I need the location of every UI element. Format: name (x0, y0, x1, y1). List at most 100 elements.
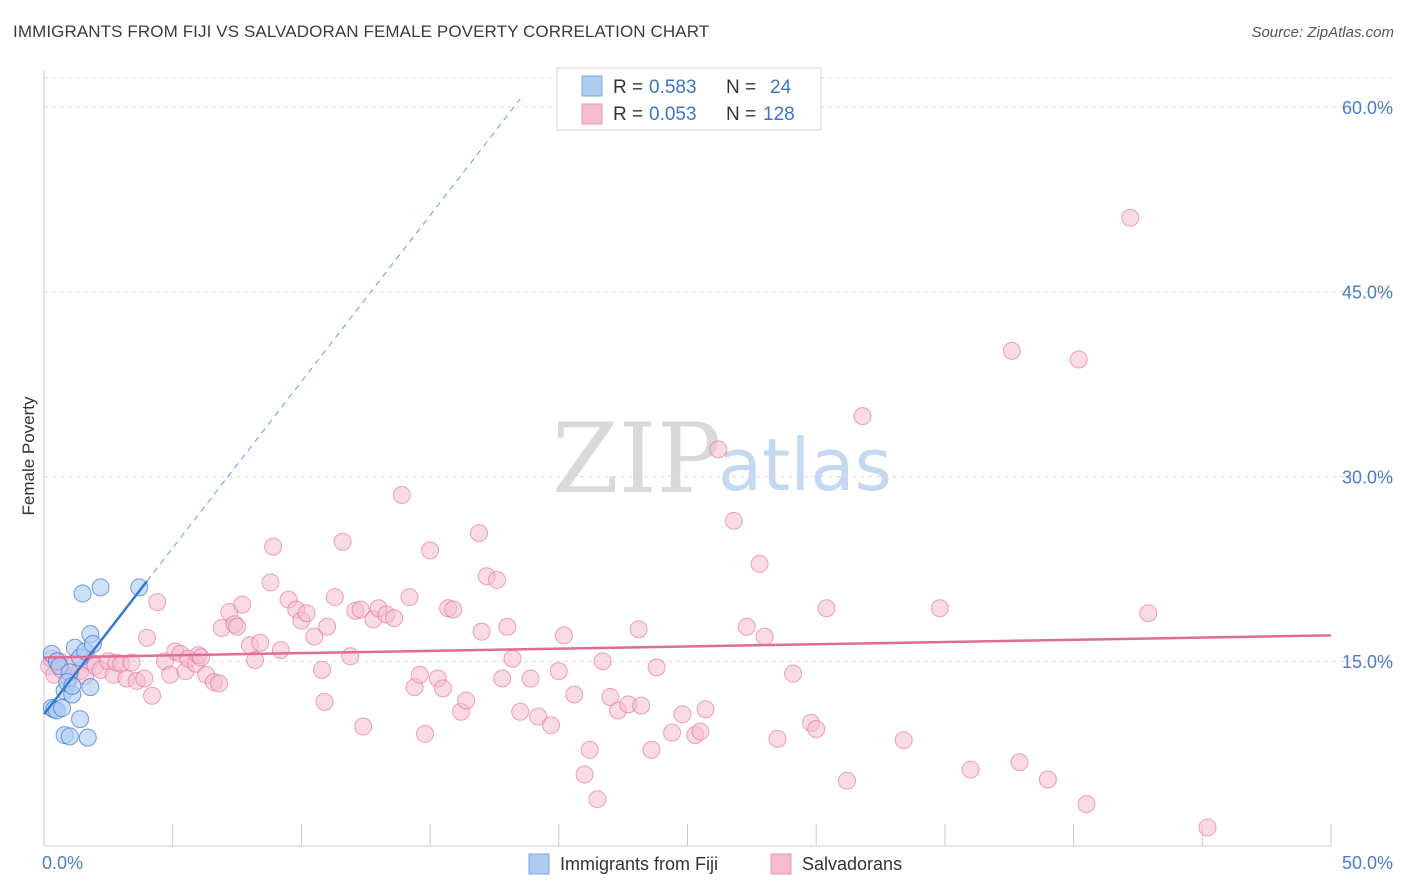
salvadorans-point (135, 669, 154, 688)
fiji-point (71, 710, 90, 729)
salvadorans-point (385, 609, 404, 628)
salvadorans-point (1038, 770, 1057, 789)
legend-r-value-fiji: 0.583 (649, 77, 697, 98)
salvadorans-point (542, 716, 561, 735)
salvadorans-point (601, 687, 620, 706)
y-tick-label-30: 30.0% (1342, 467, 1393, 487)
salvadorans-point (137, 628, 156, 647)
salvadorans-point (312, 660, 331, 679)
salvadorans-point (318, 617, 337, 636)
salvadorans-point (410, 665, 429, 684)
salvadorans-point (210, 674, 229, 693)
salvadorans-point (333, 532, 352, 551)
salvadorans-point (325, 588, 344, 607)
salvadorans-point (521, 669, 540, 688)
salvadorans-point (1002, 341, 1021, 360)
y-tick-label-15: 15.0% (1342, 652, 1393, 672)
gridlines (44, 77, 1392, 662)
salvadorans-point (148, 593, 167, 612)
y-axis-tick-labels: 15.0% 30.0% 45.0% 60.0% (1342, 98, 1393, 672)
salvadorans-point (472, 622, 491, 641)
salvadorans-point (233, 595, 252, 614)
fiji-point (53, 699, 72, 718)
salvadorans-point (470, 524, 489, 543)
salvadorans-point (807, 719, 826, 738)
watermark-atlas: atlas (718, 423, 892, 507)
salvadorans-point (1069, 350, 1088, 369)
salvadorans-point (493, 669, 512, 688)
y-tick-label-45: 45.0% (1342, 283, 1393, 303)
salvadorans-points (40, 208, 1217, 837)
salvadorans-point (251, 633, 270, 652)
salvadorans-point (315, 692, 334, 711)
fiji-point (73, 584, 92, 603)
legend-swatch-fiji (581, 75, 603, 97)
source-label: Source: ZipAtlas.com (1251, 24, 1394, 41)
salvadorans-point (341, 647, 360, 666)
bottom-legend-label-salvadorans: Salvadorans (802, 854, 902, 874)
legend-r-label-fiji: R = (613, 77, 643, 98)
salvadorans-point (354, 717, 373, 736)
salvadorans-point (511, 702, 530, 721)
salvadorans-point (457, 691, 476, 710)
salvadorans-trend-line (43, 634, 1332, 659)
fiji-point (78, 728, 97, 747)
watermark: ZIP atlas (552, 403, 892, 515)
legend-r-value-salvadorans: 0.053 (649, 104, 697, 125)
x-tick-label-max: 50.0% (1342, 853, 1393, 873)
salvadorans-point (392, 485, 411, 504)
salvadorans-point (930, 599, 949, 618)
salvadorans-point (642, 740, 661, 759)
salvadorans-point (549, 662, 568, 681)
salvadorans-point (894, 731, 913, 750)
x-axis-ticks (43, 824, 1332, 846)
fiji-point (130, 578, 149, 597)
legend-n-value-salvadorans: 128 (763, 104, 795, 125)
salvadorans-point (305, 627, 324, 646)
salvadorans-point (415, 724, 434, 743)
fiji-point (81, 678, 100, 697)
salvadorans-point (503, 649, 522, 668)
bottom-legend-swatch-fiji (528, 853, 550, 875)
legend-n-label-fiji: N = (726, 77, 756, 98)
salvadorans-point (961, 760, 980, 779)
salvadorans-point (444, 600, 463, 619)
salvadorans-point (433, 679, 452, 698)
salvadorans-point (192, 648, 211, 667)
y-tick-label-60: 60.0% (1342, 98, 1393, 118)
top-legend: R = 0.583 N = 24 R = 0.053 N = 128 (556, 67, 822, 131)
salvadorans-point (575, 765, 594, 784)
salvadorans-point (632, 696, 651, 715)
legend-r-label-salvadorans: R = (613, 104, 643, 125)
salvadorans-point (400, 588, 419, 607)
fiji-trend-line (43, 580, 148, 715)
y-axis-label: Female Poverty (19, 396, 38, 516)
salvadorans-point (768, 729, 787, 748)
salvadorans-point (261, 573, 280, 592)
salvadorans-point (122, 653, 141, 672)
salvadorans-point (629, 620, 648, 639)
salvadorans-point (838, 771, 857, 790)
legend-n-value-fiji: 24 (770, 77, 792, 98)
salvadorans-point (647, 658, 666, 677)
chart-title: IMMIGRANTS FROM FIJI VS SALVADORAN FEMAL… (13, 22, 710, 41)
salvadorans-point (709, 440, 728, 459)
salvadorans-point (264, 537, 283, 556)
salvadorans-point (488, 570, 507, 589)
salvadorans-point (1198, 818, 1217, 837)
salvadorans-point (421, 541, 440, 560)
salvadorans-point (580, 740, 599, 759)
fiji-point (91, 578, 110, 597)
salvadorans-point (529, 707, 548, 726)
salvadorans-point (696, 700, 715, 719)
salvadorans-point (565, 685, 584, 704)
salvadorans-point (143, 686, 162, 705)
bottom-legend-swatch-salvadorans (770, 853, 792, 875)
salvadorans-point (784, 664, 803, 683)
salvadorans-point (673, 705, 692, 724)
trend-lines (43, 98, 1332, 715)
bottom-legend-label-fiji: Immigrants from Fiji (560, 854, 718, 874)
salvadorans-point (663, 723, 682, 742)
legend-swatch-salvadorans (581, 103, 603, 125)
